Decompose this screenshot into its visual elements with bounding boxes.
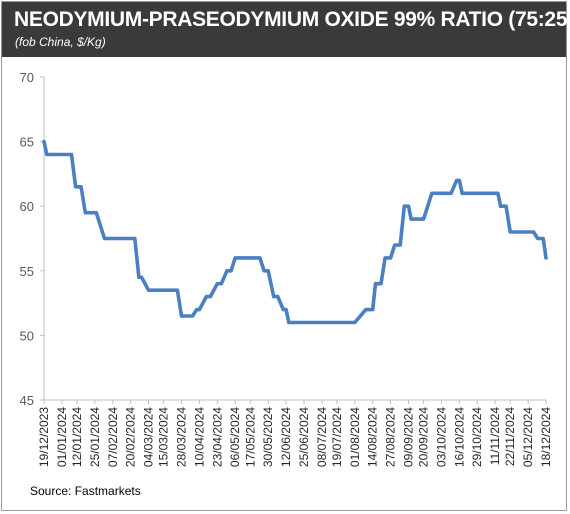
chart-header: NEODYMIUM-PRASEODYMIUM OXIDE 99% RATIO (… — [2, 2, 570, 57]
y-tick-label: 60 — [20, 199, 34, 214]
x-tick-label: 17/05/2024 — [243, 407, 257, 467]
y-tick-label: 45 — [20, 393, 34, 408]
chart-subtitle: (fob China, $/Kg) — [15, 35, 106, 49]
x-tick-label: 03/10/2024 — [434, 407, 448, 467]
x-tick-label: 12/06/2024 — [279, 407, 293, 467]
x-tick-label: 01/01/2024 — [55, 407, 69, 467]
x-tick-label: 20/09/2024 — [417, 407, 431, 467]
x-tick-label: 10/04/2024 — [192, 407, 206, 467]
x-tick-label: 19/12/2023 — [37, 407, 51, 467]
x-tick-label: 09/09/2024 — [401, 407, 415, 467]
x-tick-label: 22/11/2024 — [503, 407, 517, 466]
y-tick-label: 70 — [20, 70, 34, 85]
x-tick-label: 08/07/2024 — [315, 407, 329, 467]
x-tick-label: 05/12/2024 — [521, 407, 535, 467]
x-tick-label: 06/05/2024 — [228, 407, 242, 467]
x-tick-label: 12/01/2024 — [70, 407, 84, 467]
x-tick-label: 28/03/2024 — [175, 407, 189, 467]
x-tick-label: 07/02/2024 — [106, 407, 120, 467]
x-tick-label: 27/08/2024 — [384, 407, 398, 467]
x-tick-label: 15/03/2024 — [157, 407, 171, 467]
x-tick-label: 23/04/2024 — [210, 407, 224, 467]
x-tick-label: 30/05/2024 — [261, 407, 275, 467]
x-tick-label: 04/03/2024 — [142, 407, 156, 467]
x-tick-label: 16/10/2024 — [452, 407, 466, 467]
x-tick-label: 01/08/2024 — [348, 407, 362, 467]
x-tick-label: 19/07/2024 — [330, 407, 344, 467]
x-tick-label: 20/02/2024 — [124, 407, 138, 467]
y-tick-label: 55 — [20, 264, 34, 279]
x-tick-label: 25/01/2024 — [88, 407, 102, 467]
x-tick-label: 11/11/2024 — [488, 407, 502, 466]
x-tick-label: 25/06/2024 — [297, 407, 311, 467]
y-tick-label: 65 — [20, 135, 34, 150]
x-tick-label: 14/08/2024 — [366, 407, 380, 467]
x-tick-label: 18/12/2024 — [539, 407, 553, 467]
chart-title: NEODYMIUM-PRASEODYMIUM OXIDE 99% RATIO (… — [14, 8, 570, 31]
price-series-line — [42, 139, 548, 325]
x-tick-label: 29/10/2024 — [470, 407, 484, 467]
source-note: Source: Fastmarkets — [30, 484, 141, 498]
y-tick-label: 50 — [20, 328, 34, 343]
